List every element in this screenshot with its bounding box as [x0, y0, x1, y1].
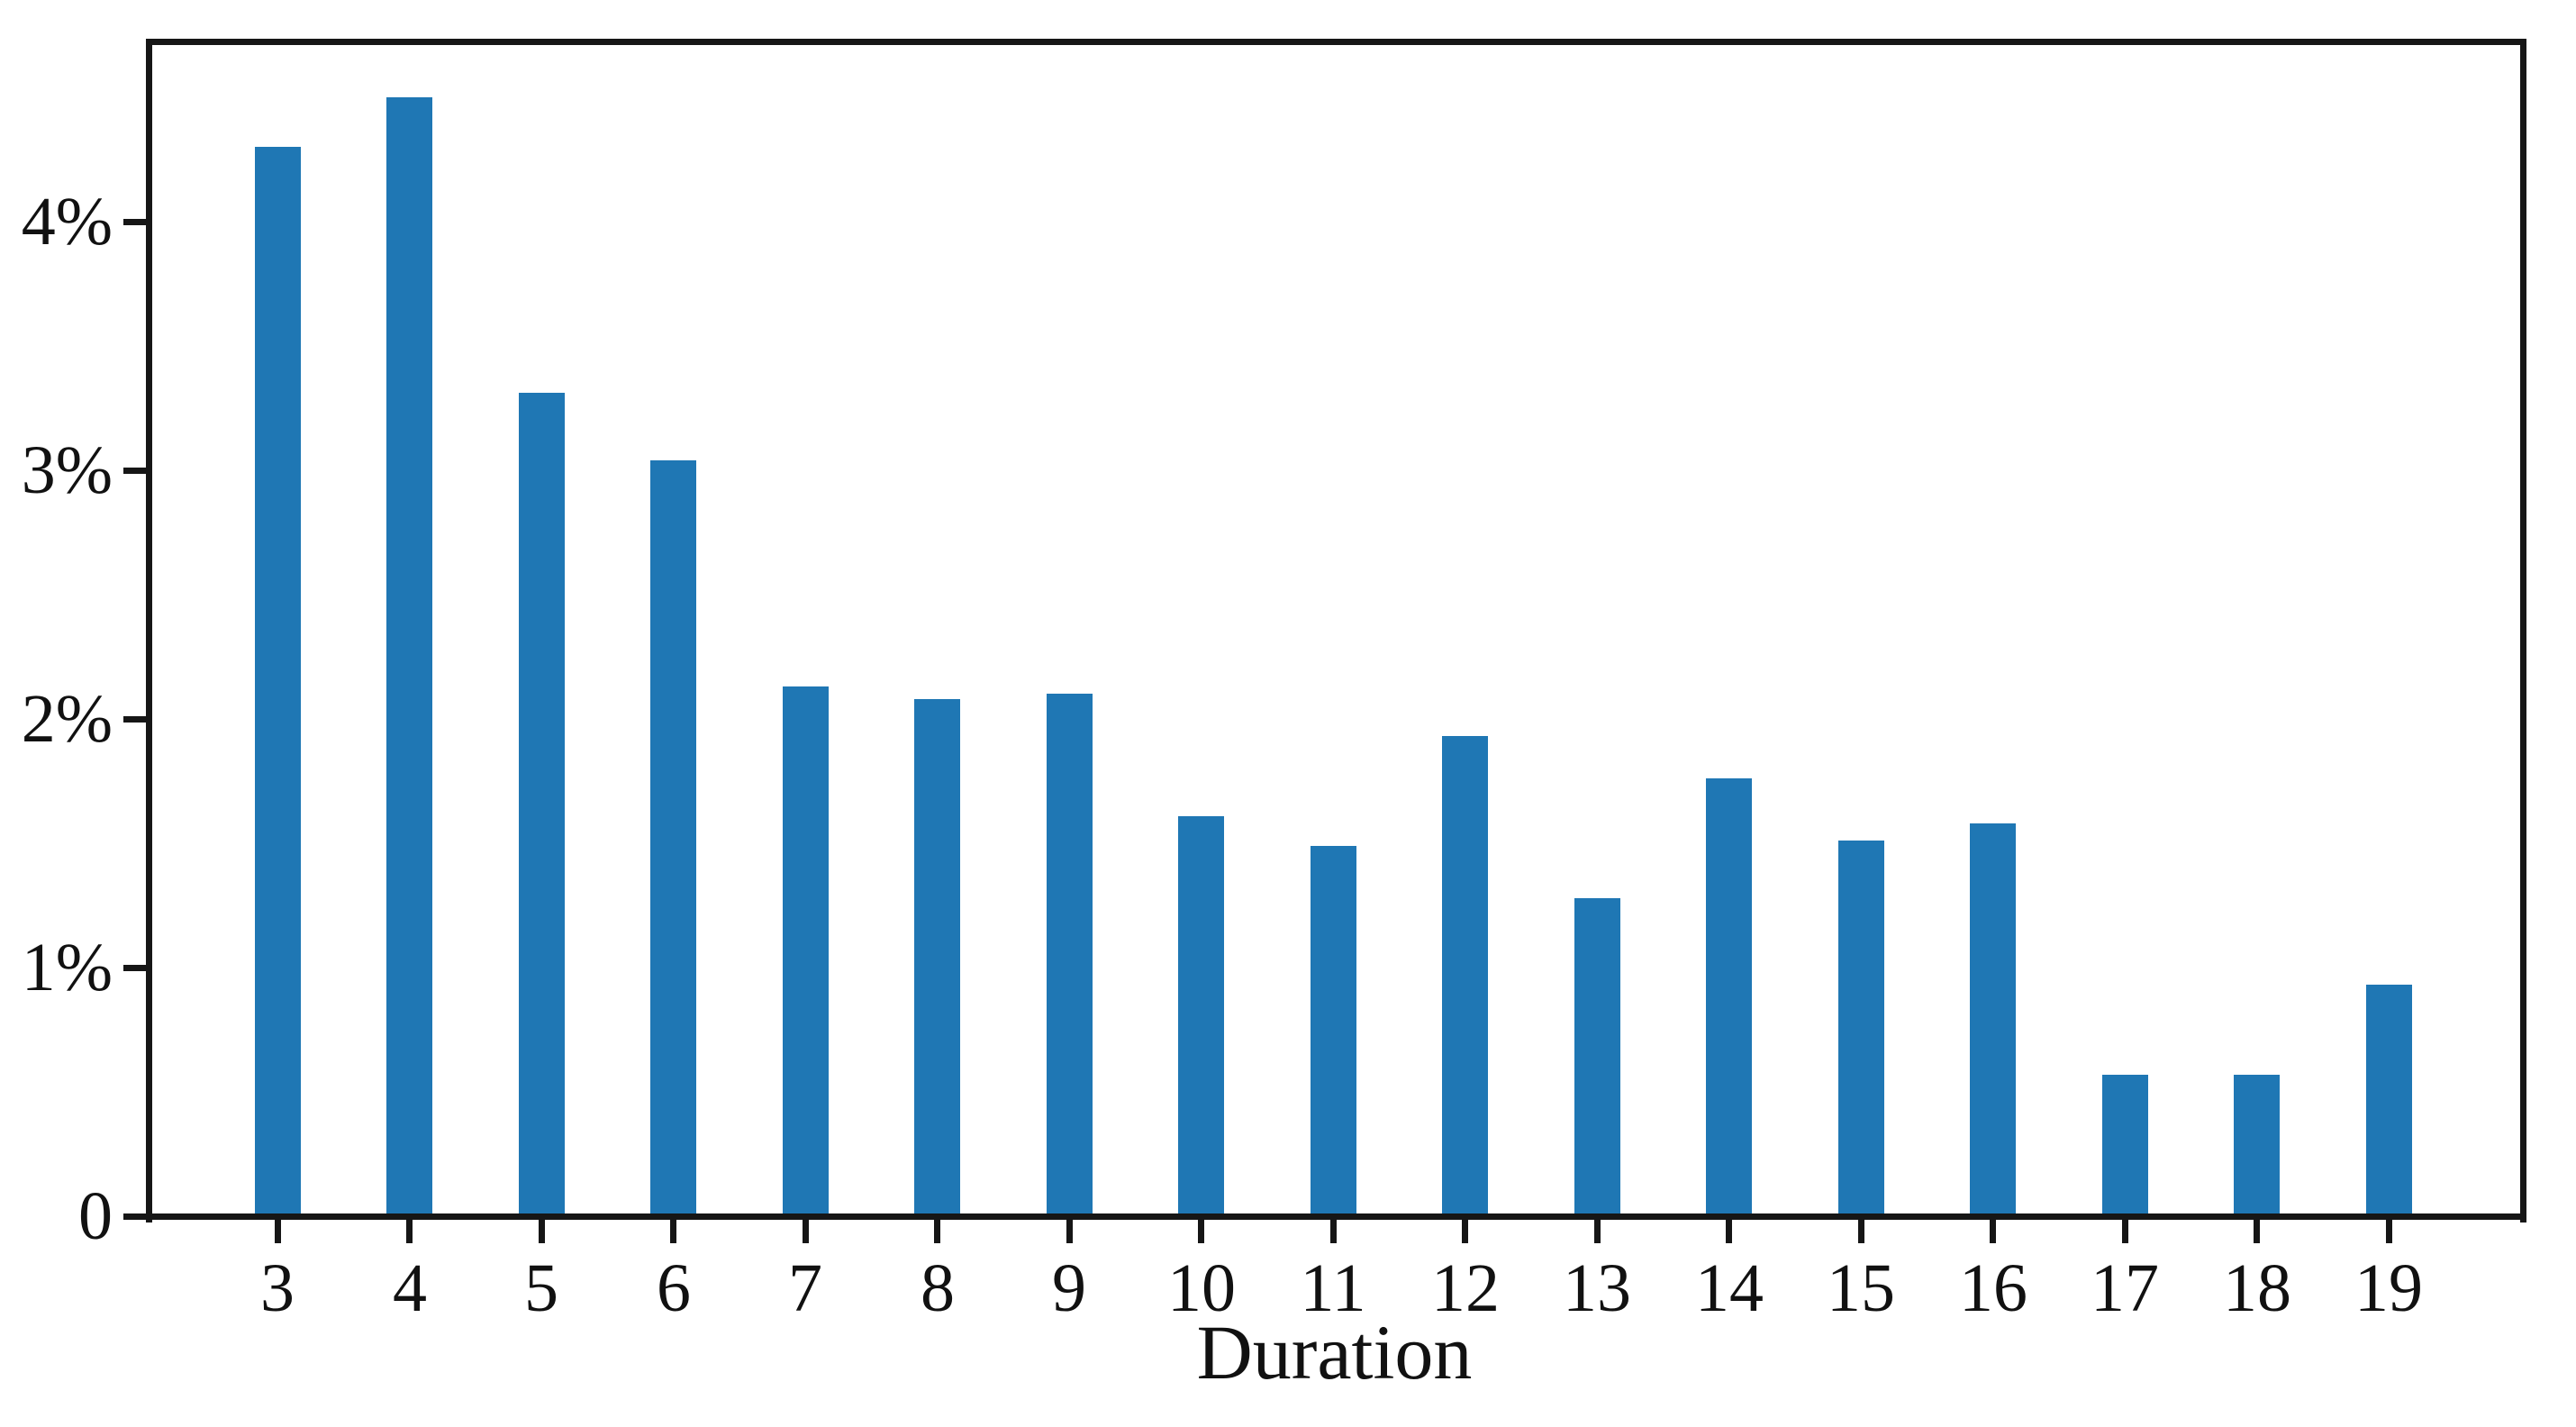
plot-border-top — [146, 39, 2526, 45]
bar-14 — [1706, 778, 1752, 1216]
x-tick — [934, 1220, 940, 1243]
bar-16 — [1970, 823, 2016, 1216]
bar-4 — [386, 97, 432, 1216]
x-tick-label: 8 — [921, 1250, 955, 1326]
x-tick — [2254, 1220, 2260, 1243]
x-tick-label: 10 — [1167, 1250, 1236, 1326]
y-tick-label: 3% — [21, 432, 113, 508]
y-tick — [123, 716, 149, 723]
x-tick — [1990, 1220, 1996, 1243]
bar-3 — [255, 147, 301, 1216]
x-tick — [2122, 1220, 2128, 1243]
bar-11 — [1311, 846, 1356, 1216]
y-tick-label: 2% — [21, 681, 113, 757]
x-tick-label: 9 — [1052, 1250, 1086, 1326]
x-tick-label: 18 — [2223, 1250, 2291, 1326]
bar-15 — [1838, 841, 1884, 1216]
plot-border-right — [2520, 39, 2526, 1222]
x-tick-label: 13 — [1563, 1250, 1631, 1326]
x-tick-label: 5 — [524, 1250, 558, 1326]
x-tick — [803, 1220, 809, 1243]
bar-6 — [650, 460, 696, 1216]
x-tick-label: 3 — [260, 1250, 295, 1326]
x-axis — [146, 1213, 2526, 1220]
y-tick — [123, 1213, 149, 1220]
bar-7 — [783, 686, 829, 1216]
y-tick — [123, 468, 149, 474]
y-tick — [123, 219, 149, 225]
x-tick-label: 19 — [2354, 1250, 2423, 1326]
y-tick-label: 1% — [21, 930, 113, 1005]
x-tick — [1330, 1220, 1337, 1243]
bar-5 — [519, 393, 565, 1216]
y-tick-label: 0 — [78, 1178, 113, 1254]
x-tick-label: 16 — [1959, 1250, 2027, 1326]
x-tick — [406, 1220, 413, 1243]
x-tick-label: 11 — [1300, 1250, 1366, 1326]
x-tick-label: 4 — [393, 1250, 427, 1326]
x-tick — [275, 1220, 281, 1243]
x-tick-label: 6 — [657, 1250, 691, 1326]
bar-8 — [914, 699, 960, 1216]
x-tick-label: 7 — [788, 1250, 822, 1326]
x-tick-label: 14 — [1695, 1250, 1764, 1326]
bar-19 — [2366, 985, 2412, 1216]
x-tick — [1594, 1220, 1601, 1243]
x-tick — [670, 1220, 676, 1243]
bar-18 — [2234, 1075, 2280, 1216]
y-axis — [146, 39, 152, 1222]
bar-9 — [1047, 694, 1093, 1216]
x-tick — [1858, 1220, 1864, 1243]
x-tick-label: 12 — [1431, 1250, 1500, 1326]
x-tick — [1726, 1220, 1732, 1243]
x-tick — [1066, 1220, 1073, 1243]
x-tick — [2386, 1220, 2392, 1243]
x-tick-label: 15 — [1827, 1250, 1895, 1326]
x-tick — [539, 1220, 545, 1243]
x-tick — [1462, 1220, 1468, 1243]
x-tick — [1198, 1220, 1204, 1243]
bar-12 — [1442, 736, 1488, 1216]
y-tick — [123, 965, 149, 971]
x-axis-title: Duration — [1196, 1309, 1473, 1395]
bar-17 — [2102, 1075, 2148, 1216]
bar-13 — [1574, 898, 1620, 1216]
bar-10 — [1178, 816, 1224, 1216]
x-tick-label: 17 — [2091, 1250, 2159, 1326]
y-tick-label: 4% — [21, 184, 113, 259]
